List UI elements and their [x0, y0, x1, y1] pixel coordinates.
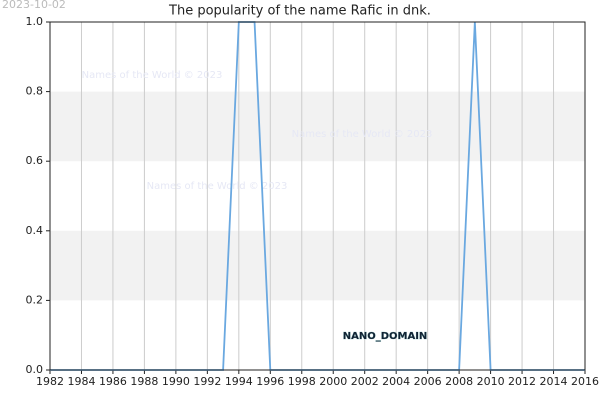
- x-tick-label: 1990: [162, 375, 190, 388]
- y-tick-label: 0.2: [26, 293, 44, 306]
- x-tick-label: 1984: [67, 375, 95, 388]
- x-tick-label: 1988: [130, 375, 158, 388]
- y-tick-label: 0.0: [26, 363, 44, 376]
- x-tick-label: 2000: [319, 375, 347, 388]
- x-tick-label: 2012: [508, 375, 536, 388]
- y-tick-label: 0.8: [26, 85, 44, 98]
- chart-title: The popularity of the name Rafic in dnk.: [168, 4, 431, 19]
- x-tick-label: 1994: [225, 375, 253, 388]
- x-tick-label: 2014: [540, 375, 568, 388]
- date-stamp: 2023-10-02: [2, 0, 66, 11]
- plot-frame: [49, 21, 586, 371]
- x-tick-label: 1998: [288, 375, 316, 388]
- y-tick-label: 1.0: [26, 15, 44, 28]
- y-tick-label: 0.4: [26, 224, 44, 237]
- x-tick-label: 2010: [477, 375, 505, 388]
- x-tick-label: 2016: [571, 375, 599, 388]
- x-tick-label: 1986: [99, 375, 127, 388]
- x-tick-label: 1982: [36, 375, 64, 388]
- annotation: NANO_DOMAIN: [343, 331, 428, 342]
- x-tick-label: 1996: [256, 375, 284, 388]
- x-tick-label: 2008: [445, 375, 473, 388]
- x-tick-label: 2006: [414, 375, 442, 388]
- x-tick-label: 2004: [382, 375, 410, 388]
- watermark: Names of the World © 2023: [147, 181, 288, 192]
- watermark: Names of the World © 2023: [292, 129, 433, 140]
- y-tick-label: 0.6: [26, 154, 44, 167]
- x-tick-label: 2002: [351, 375, 379, 388]
- watermark: Names of the World © 2023: [82, 70, 223, 81]
- shaded-band: [50, 230, 585, 301]
- shaded-band: [50, 91, 585, 162]
- x-tick-label: 1992: [193, 375, 221, 388]
